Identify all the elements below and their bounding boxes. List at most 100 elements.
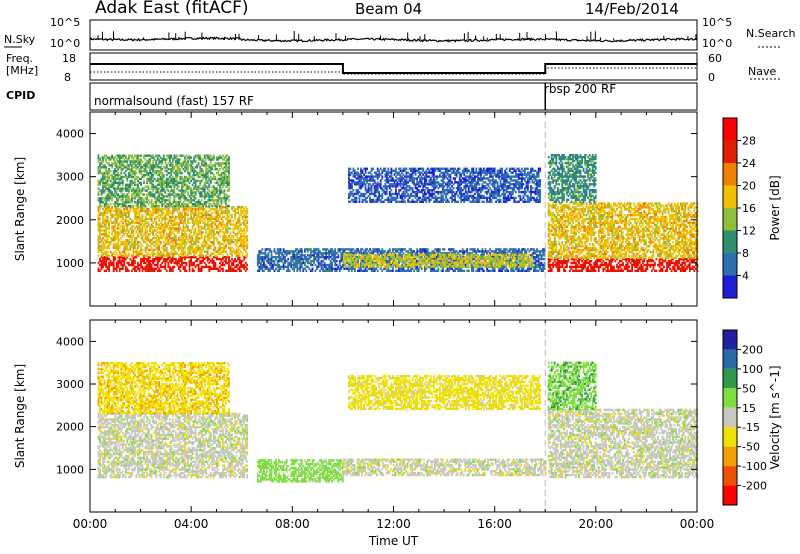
velocity-colorbar-segment <box>723 466 737 486</box>
time-tick-label: 16:00 <box>477 517 512 531</box>
velocity-colorbar-tick-label: 200 <box>742 343 763 356</box>
power-colorbar-segment <box>723 253 737 276</box>
power-ytick-label: 1000 <box>56 257 84 270</box>
nave-label: Nave <box>748 65 777 78</box>
velocity-colorbar-tick-label: -100 <box>742 460 767 473</box>
nave-tick-bottom: 0 <box>708 71 715 84</box>
power-colorbar: 4 8 12 16 20 24 28 Power [dB] <box>722 117 782 299</box>
nsky-tick-top: 10^5 <box>50 16 81 29</box>
power-colorbar-tick-label: 4 <box>742 270 749 283</box>
power-colorbar-tick-label: 24 <box>742 157 756 170</box>
power-region <box>547 154 597 203</box>
power-colorbar-segment <box>723 230 737 253</box>
power-colorbar-label: Power [dB] <box>768 175 782 240</box>
velocity-colorbar-segment <box>723 349 737 369</box>
nsky-label: N.Sky <box>4 33 36 46</box>
time-tick-label: 08:00 <box>275 517 310 531</box>
velocity-colorbar-segment <box>723 427 737 447</box>
power-ytick-label: 4000 <box>56 128 84 141</box>
velocity-region <box>97 362 230 415</box>
velocity-ytick-label: 2000 <box>56 421 84 434</box>
velocity-panel: 1000 2000 3000 4000 Slant Range [km] <box>13 319 699 513</box>
noise-frame <box>89 19 698 51</box>
power-region <box>256 248 546 272</box>
power-region <box>97 256 249 272</box>
power-region <box>97 154 230 208</box>
power-colorbar-tick-label: 28 <box>742 135 756 148</box>
velocity-region <box>348 375 541 411</box>
power-background <box>90 112 697 306</box>
time-tick-label: 04:00 <box>174 517 209 531</box>
nsearch-tick-bottom: 10^0 <box>702 37 733 50</box>
cpid-program-1: normalsound (fast) 157 RF <box>94 94 254 108</box>
time-tick-label: 12:00 <box>376 517 411 531</box>
velocity-colorbar-segment <box>723 368 737 389</box>
velocity-colorbar-tick-label: 15 <box>742 402 756 415</box>
velocity-colorbar-label: Velocity [m s^-1] <box>768 365 782 469</box>
power-ytick-label: 2000 <box>56 214 84 227</box>
nave-line <box>90 67 697 75</box>
velocity-ylabel: Slant Range [km] <box>13 364 27 468</box>
power-colorbar-segment <box>723 163 737 186</box>
velocity-colorbar-tick-label: -50 <box>742 441 760 454</box>
nsearch-label: N.Search <box>746 27 796 40</box>
velocity-colorbar-frame <box>722 329 738 506</box>
velocity-ytick-label: 4000 <box>56 335 84 348</box>
noise-spikes <box>90 31 697 40</box>
freq-unit-label: [MHz] <box>6 64 39 77</box>
power-region <box>547 202 699 259</box>
freq-tick-bottom: 8 <box>64 71 71 84</box>
freq-frame <box>89 52 698 81</box>
velocity-region <box>547 408 699 479</box>
velocity-ytick-label: 1000 <box>56 463 84 476</box>
power-colorbar-segment <box>723 140 737 163</box>
velocity-colorbar-segment <box>723 388 737 408</box>
velocity-colorbar-segment <box>723 407 737 428</box>
velocity-region <box>97 412 249 479</box>
date-label: 14/Feb/2014 <box>585 0 679 18</box>
time-tick-label: 20:00 <box>579 517 614 531</box>
power-colorbar-segment <box>723 275 737 298</box>
power-region <box>97 206 249 257</box>
frequency-panel <box>89 52 698 81</box>
power-colorbar-tick-label: 16 <box>742 202 756 215</box>
time-axis: 00:00 04:00 08:00 12:00 16:00 20:00 00:00 Time … <box>73 517 715 548</box>
noise-sky-line <box>89 36 698 43</box>
velocity-colorbar-tick-label: 100 <box>742 363 763 376</box>
power-region <box>348 167 541 203</box>
power-region <box>342 253 533 268</box>
velocity-ytick-label: 3000 <box>56 378 84 391</box>
velocity-colorbar-segment <box>723 330 737 350</box>
power-colorbar-segment <box>723 118 737 141</box>
beam-label: Beam 04 <box>355 0 423 18</box>
velocity-colorbar-segment <box>723 446 737 467</box>
freq-label: Freq. <box>6 52 34 65</box>
power-ylabel: Slant Range [km] <box>13 157 27 261</box>
freq-tick-top: 18 <box>62 52 76 65</box>
freq-line <box>90 63 697 74</box>
power-panel: 1000 2000 3000 4000 Slant Range [km] <box>13 111 699 307</box>
velocity-colorbar-tick-label: -200 <box>742 480 767 493</box>
nave-tick-top: 60 <box>708 52 722 65</box>
velocity-colorbar-segment <box>723 485 737 505</box>
velocity-colorbar-tick-label: -15 <box>742 421 760 434</box>
time-tick-label: 00:00 <box>73 517 108 531</box>
velocity-region <box>256 459 344 483</box>
cpid-frame <box>89 82 698 111</box>
velocity-region <box>547 361 597 411</box>
cpid-panel <box>89 82 698 111</box>
power-colorbar-segment <box>723 185 737 208</box>
noise-panel <box>89 19 698 51</box>
velocity-region <box>342 458 547 477</box>
time-axis-label: Time UT <box>368 534 419 548</box>
nsearch-tick-top: 10^5 <box>702 16 733 29</box>
time-tick-label: 00:00 <box>680 517 715 531</box>
cpid-program-2: rbsp 200 RF <box>544 82 617 96</box>
power-ytick-label: 3000 <box>56 171 84 184</box>
radar-title: Adak East (fitACF) <box>95 0 249 18</box>
power-region <box>547 257 699 272</box>
cpid-label: CPID <box>6 89 36 102</box>
power-colorbar-tick-label: 8 <box>742 247 749 260</box>
